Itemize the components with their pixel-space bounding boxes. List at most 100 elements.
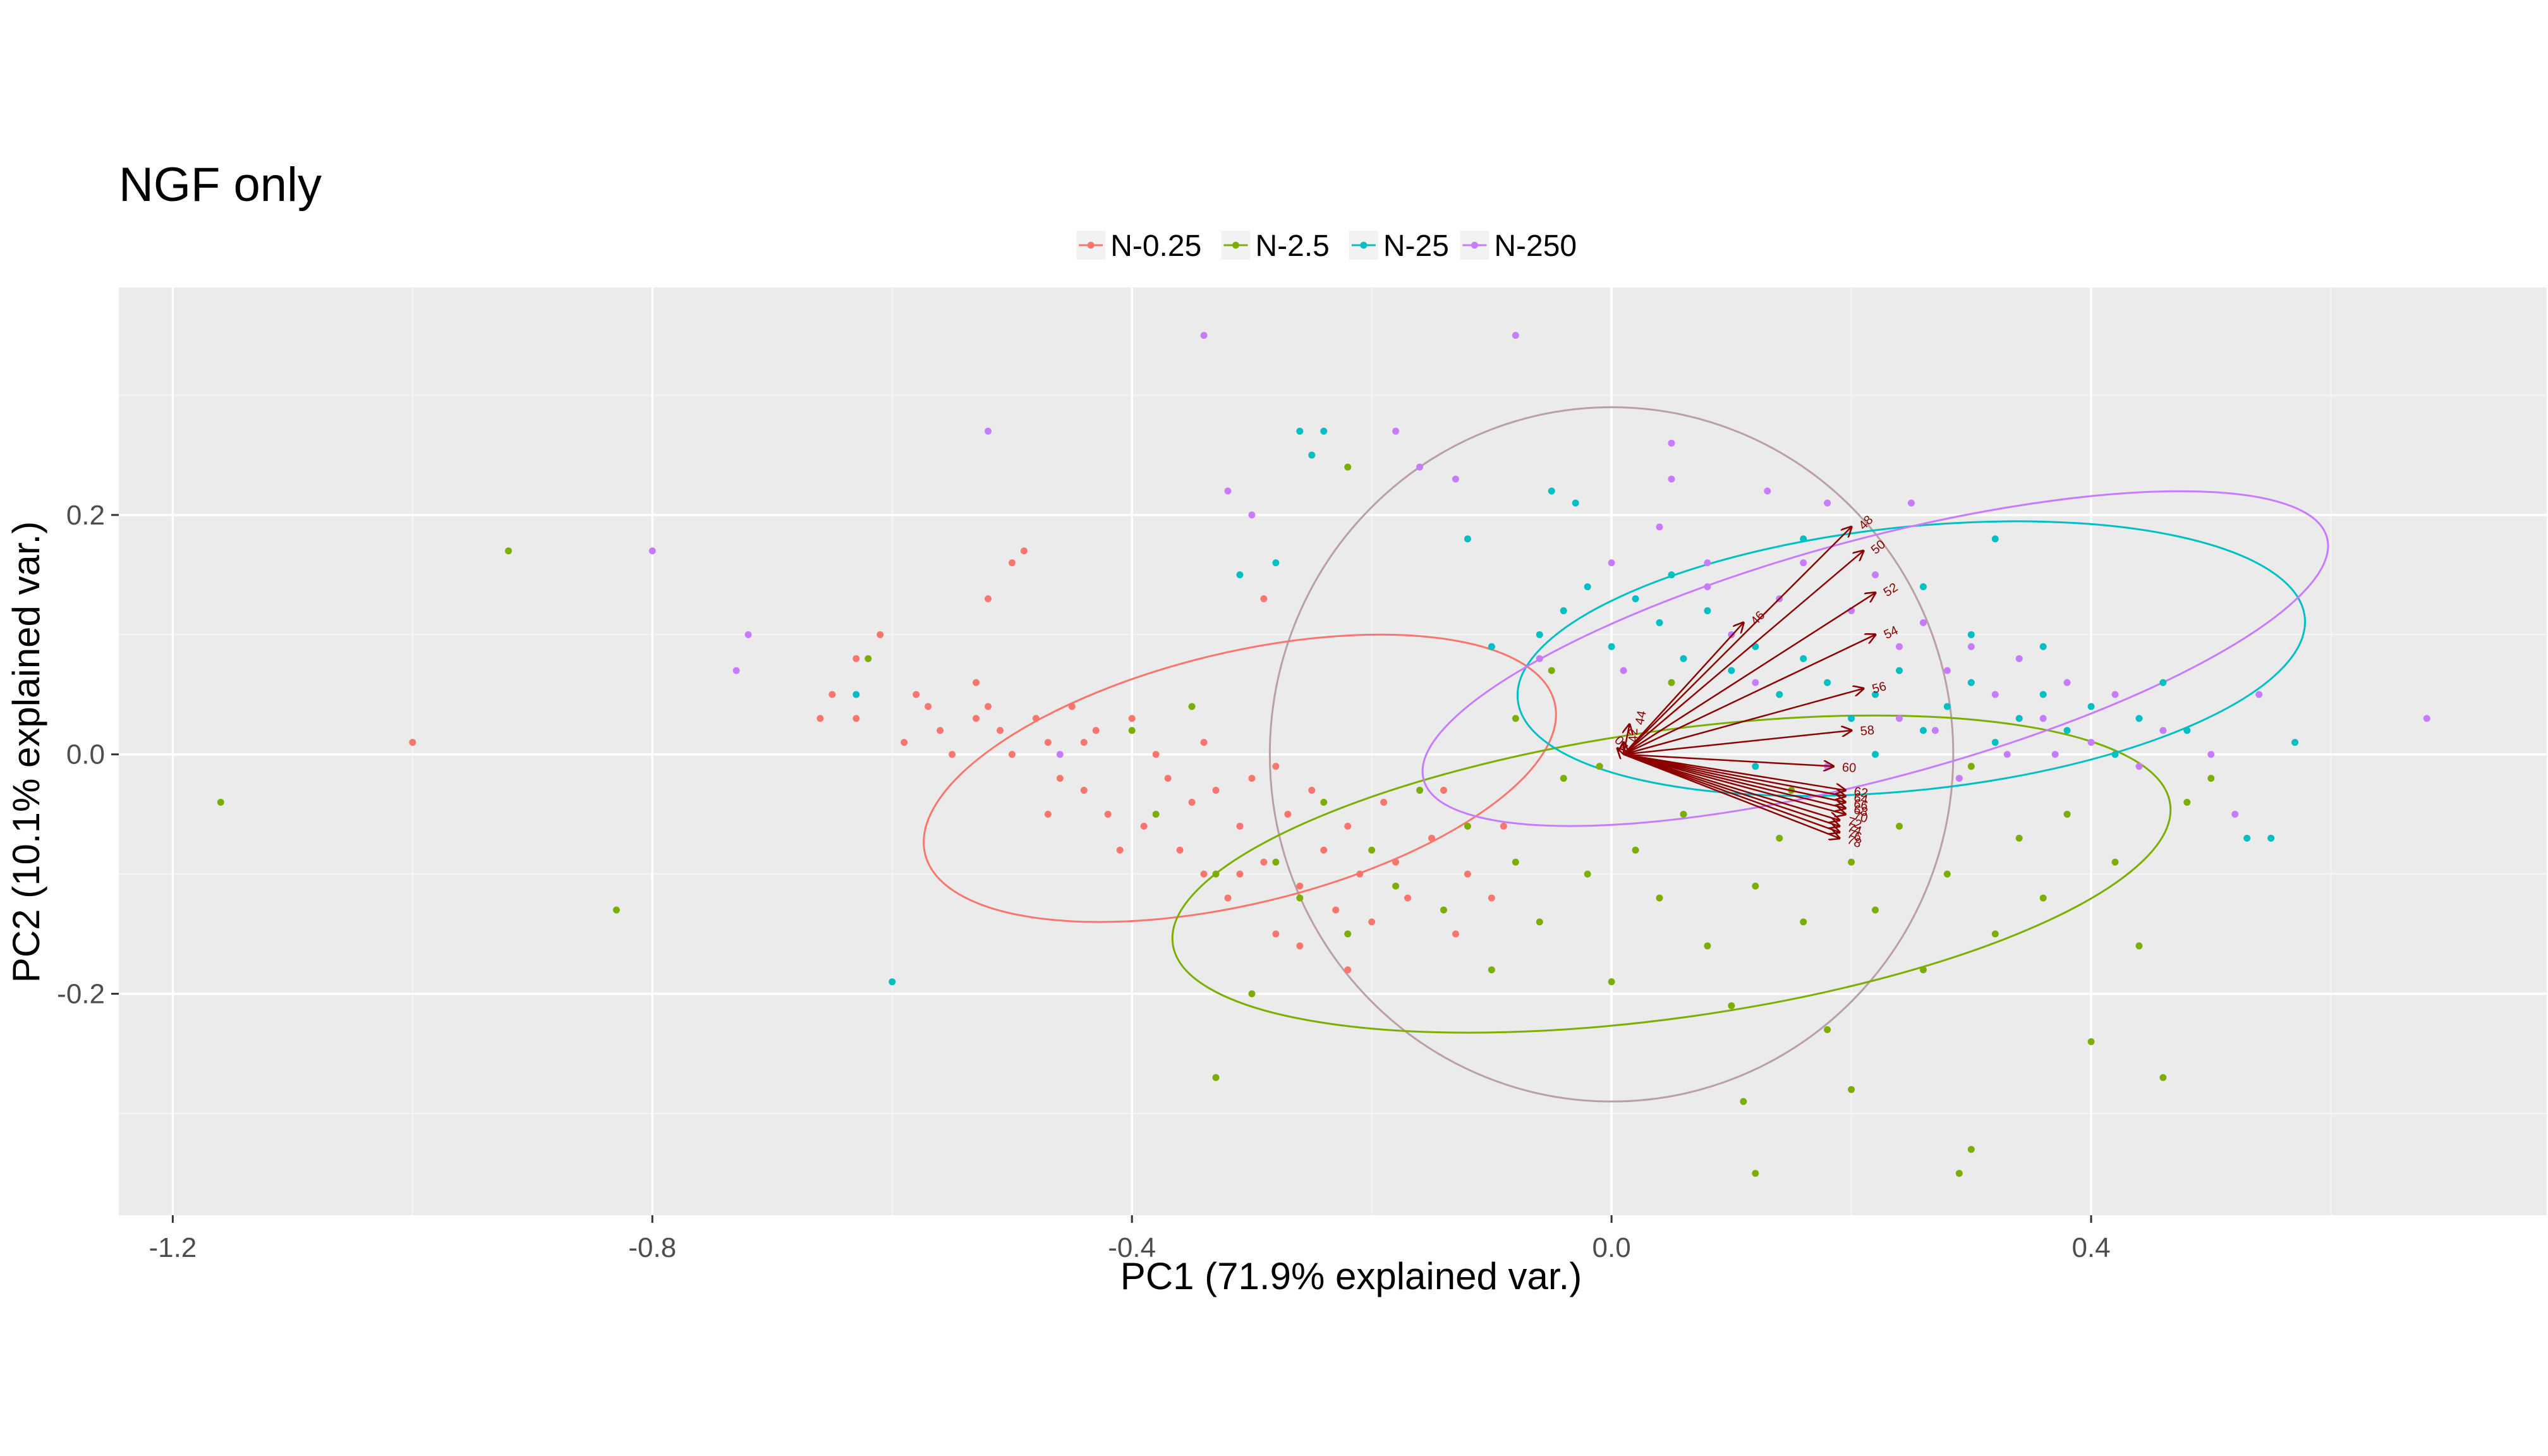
- loading-arrow: [1623, 753, 1840, 832]
- point-n-0-25: [1428, 834, 1436, 842]
- point-n-250: [1919, 619, 1927, 626]
- point-n-0-25: [1140, 822, 1148, 830]
- point-n-2-5: [1296, 894, 1304, 902]
- point-n-2-5: [2111, 858, 2119, 866]
- point-n-25: [1776, 691, 1783, 698]
- point-n-0-25: [816, 715, 824, 722]
- point-n-0-25: [1452, 930, 1459, 938]
- point-n-0-25: [1008, 559, 1016, 567]
- loading-arrow: [1623, 753, 1840, 827]
- point-n-2-5: [1152, 810, 1160, 818]
- point-n-2-5: [1668, 679, 1675, 686]
- point-n-0-25: [1464, 870, 1471, 878]
- point-n-250: [648, 547, 656, 555]
- point-n-0-25: [1236, 822, 1244, 830]
- point-n-250: [985, 427, 992, 435]
- y-axis-ticks: -0.2 0.0 0.2: [57, 500, 119, 1010]
- loading-arrow: [1623, 689, 1863, 755]
- point-n-0-25: [1260, 858, 1268, 866]
- point-n-250: [2207, 751, 2215, 758]
- point-n-250: [732, 667, 740, 674]
- point-n-2-5: [1872, 906, 1879, 914]
- point-n-25: [1464, 535, 1471, 543]
- point-n-2-5: [1680, 810, 1687, 818]
- point-n-250: [2063, 679, 2071, 686]
- point-n-25: [1488, 643, 1495, 650]
- loading-label: 64: [1853, 791, 1869, 807]
- point-n-25: [852, 691, 860, 698]
- legend-label: N-25: [1383, 229, 1449, 263]
- point-n-0-25: [1224, 894, 1232, 902]
- x-tick-label: -1.2: [149, 1232, 197, 1263]
- point-n-2-5: [1560, 775, 1567, 782]
- point-n-2-5: [1128, 727, 1136, 734]
- point-n-25: [1752, 763, 1759, 770]
- point-n-250: [2039, 715, 2047, 722]
- point-n-0-25: [1080, 787, 1088, 794]
- point-n-0-25: [925, 703, 932, 710]
- point-n-2-5: [1596, 763, 1603, 770]
- point-n-25: [2159, 679, 2167, 686]
- point-n-0-25: [877, 631, 884, 638]
- point-n-250: [1620, 667, 1627, 674]
- legend-key-point: [1360, 241, 1368, 249]
- point-n-2-5: [1919, 966, 1927, 974]
- point-n-2-5: [1967, 1146, 1975, 1153]
- point-n-25: [1572, 499, 1579, 507]
- point-n-25: [1991, 535, 1999, 543]
- x-tick-label: -0.8: [628, 1232, 676, 1263]
- y-tick-label: 0.0: [66, 739, 105, 770]
- point-n-2-5: [1272, 858, 1280, 866]
- loading-arrow: [1623, 527, 1851, 755]
- point-n-25: [1919, 583, 1927, 591]
- point-n-2-5: [1752, 1170, 1759, 1177]
- loading-arrow: [1618, 748, 1623, 754]
- point-n-0-25: [409, 739, 416, 746]
- point-n-25: [2039, 643, 2047, 650]
- legend-label: N-0.25: [1110, 229, 1201, 263]
- x-axis-label: PC1 (71.9% explained var.): [1120, 1255, 1582, 1297]
- point-n-250: [2135, 763, 2143, 770]
- point-n-250: [1800, 559, 1807, 567]
- point-n-0-25: [1008, 751, 1016, 758]
- point-n-25: [1548, 487, 1555, 495]
- loading-arrow: [1623, 753, 1845, 791]
- point-n-0-25: [997, 727, 1004, 734]
- point-n-0-25: [1488, 894, 1495, 902]
- point-n-250: [1056, 751, 1064, 758]
- point-n-250: [2003, 751, 2011, 758]
- point-n-0-25: [1404, 894, 1412, 902]
- grid-lines: [119, 288, 2547, 1215]
- point-n-250: [1872, 571, 1879, 579]
- point-n-25: [1967, 679, 1975, 686]
- point-n-250: [1764, 487, 1771, 495]
- loading-arrow: [1623, 753, 1840, 839]
- point-n-2-5: [2087, 1038, 2095, 1045]
- point-n-0-25: [1440, 787, 1447, 794]
- point-n-2-5: [1608, 978, 1615, 986]
- point-n-0-25: [973, 679, 980, 686]
- point-n-0-25: [1356, 870, 1364, 878]
- loading-arrow: [1623, 753, 1833, 767]
- point-n-25: [2267, 834, 2275, 842]
- y-tick-label: -0.2: [57, 979, 105, 1010]
- point-n-25: [2111, 751, 2119, 758]
- point-n-0-25: [1368, 918, 1376, 926]
- ellipse-n-250: [1421, 490, 2329, 827]
- point-n-0-25: [1044, 810, 1052, 818]
- point-n-2-5: [2063, 810, 2071, 818]
- point-n-250: [1943, 667, 1951, 674]
- point-n-0-25: [1392, 858, 1400, 866]
- point-n-0-25: [1068, 703, 1076, 710]
- point-n-0-25: [1032, 715, 1040, 722]
- point-n-2-5: [1344, 930, 1352, 938]
- point-n-250: [2423, 715, 2430, 722]
- x-tick-label: -0.4: [1108, 1232, 1156, 1263]
- point-n-250: [1536, 655, 1543, 662]
- point-n-0-25: [1116, 846, 1124, 854]
- point-n-25: [1296, 427, 1304, 435]
- point-n-2-5: [1800, 918, 1807, 926]
- plot-panel: [119, 288, 2547, 1215]
- point-n-25: [2087, 703, 2095, 710]
